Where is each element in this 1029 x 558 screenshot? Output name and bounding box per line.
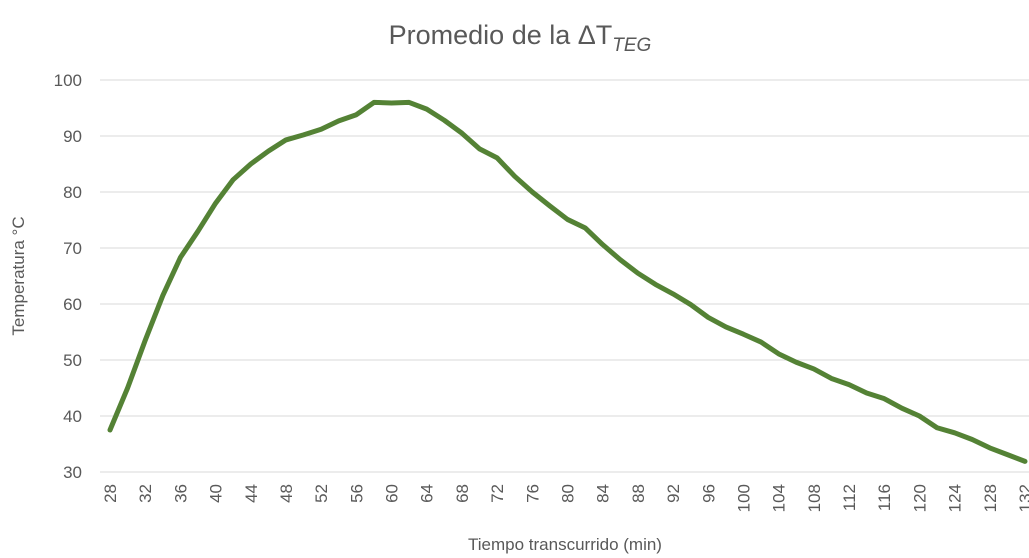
x-tick-label: 88 (629, 484, 648, 503)
y-tick-label: 100 (54, 71, 82, 90)
x-tick-label: 116 (875, 484, 894, 511)
title-subscript: TEG (612, 35, 651, 56)
x-tick-label: 60 (383, 484, 402, 503)
x-tick-label: 44 (242, 484, 261, 503)
x-tick-label: 92 (664, 484, 683, 503)
chart-title: Promedio de la ΔTTEG (389, 20, 652, 56)
title-main: Promedio de la ΔT (389, 20, 613, 50)
x-tick-label: 104 (770, 484, 789, 512)
x-tick-label: 68 (453, 484, 472, 503)
x-tick-label: 28 (101, 484, 120, 503)
x-tick-label: 124 (946, 484, 965, 512)
x-tick-label: 128 (981, 484, 1000, 512)
y-tick-label: 30 (63, 463, 82, 482)
y-tick-label: 70 (63, 239, 82, 258)
x-tick-label: 72 (488, 484, 507, 503)
x-tick-label: 36 (171, 484, 190, 503)
x-tick-label: 56 (347, 484, 366, 503)
y-tick-label: 40 (63, 407, 82, 426)
x-axis-label: Tiempo transcurrido (min) (468, 535, 662, 554)
x-tick-label: 120 (910, 484, 929, 512)
x-tick-label: 112 (840, 484, 859, 511)
data-line (107, 99, 1028, 464)
y-tick-label: 60 (63, 295, 82, 314)
x-tick-label: 48 (277, 484, 296, 503)
y-tick-label: 80 (63, 183, 82, 202)
x-tick-label: 84 (594, 484, 613, 503)
x-tick-label: 64 (418, 484, 437, 503)
x-tick-label: 52 (312, 484, 331, 503)
x-tick-label: 32 (136, 484, 155, 503)
y-tick-label: 90 (63, 127, 82, 146)
x-tick-label: 76 (523, 484, 542, 503)
x-tick-label: 96 (699, 484, 718, 503)
x-tick-label: 80 (559, 484, 578, 503)
x-tick-label: 108 (805, 484, 824, 512)
x-tick-label: 100 (734, 484, 753, 512)
y-tick-label: 50 (63, 351, 82, 370)
y-axis-label: Temperatura °C (9, 216, 28, 335)
x-tick-label: 40 (207, 484, 226, 503)
x-tick-label: 132 (1016, 484, 1029, 512)
